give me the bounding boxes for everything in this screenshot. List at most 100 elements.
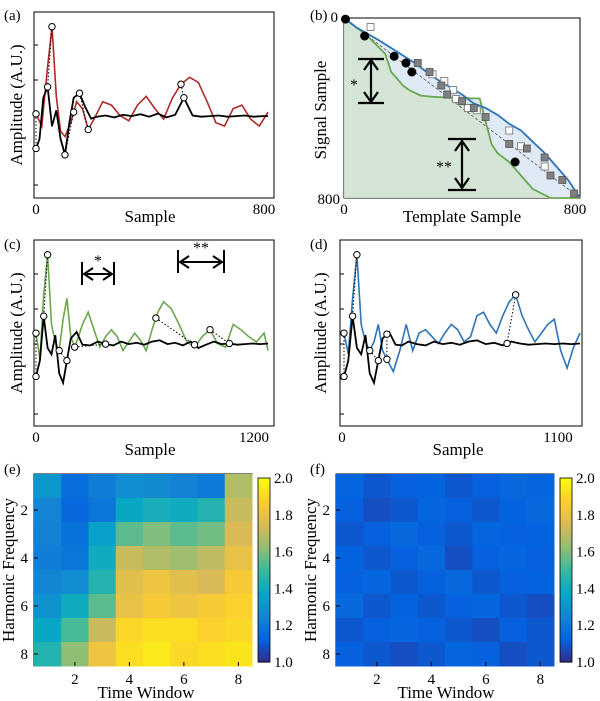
panel-c-ylabel: Amplitude (A.U.) <box>7 272 26 393</box>
panel-e-colorbar-tick: 1.0 <box>274 655 293 671</box>
panel-f-colorbar-segment <box>560 643 572 648</box>
panel-e-heat-cell <box>61 474 89 499</box>
panel-f-xtick-label: 8 <box>537 672 545 688</box>
panel-f-colorbar-segment <box>560 560 572 565</box>
panel-f-colorbar-segment <box>560 542 572 547</box>
panel-b-filled-circle <box>360 31 370 41</box>
panel-f-heat-cell <box>363 594 391 619</box>
panel-f-colorbar-segment <box>560 634 572 639</box>
panel-e-colorbar-segment <box>258 548 270 553</box>
panel-e-label: (e) <box>4 462 21 478</box>
panel-e-colorbar-segment <box>258 609 270 614</box>
panel-e-heat-cell <box>61 522 89 547</box>
panel-f-heat-cell <box>526 570 555 595</box>
panel-f-colorbar-segment <box>560 625 572 629</box>
panel-f-heat-cell <box>526 474 555 499</box>
panel-c-xlabel: Sample <box>125 440 176 459</box>
panel-c-template-match-point <box>190 341 199 349</box>
panel-f-heat-cell <box>499 594 528 619</box>
panel-f-colorbar-segment <box>560 508 572 513</box>
panel-f-colorbar-segment <box>560 554 572 559</box>
panel-f-colorbar-segment <box>560 658 572 663</box>
panel-f-xlabel: Time Window <box>397 683 495 701</box>
panel-e-colorbar-segment <box>258 646 270 651</box>
panel-f-heat-cell <box>363 546 391 571</box>
panel-e-heat-cell <box>61 546 89 571</box>
panel-f-heat-cell <box>526 546 555 571</box>
panel-f-heat-cell <box>336 522 364 547</box>
panel-d-template-match-point <box>348 312 357 320</box>
panel-f-colorbar-segment <box>560 517 572 522</box>
panel-e-colorbar-segment <box>258 511 270 516</box>
panel-e-ticks: 2 4 6 8 2 4 6 8 <box>21 503 243 688</box>
panel-c-signal-match-point <box>206 325 214 334</box>
panel-d-template-match-point <box>383 330 391 338</box>
panel-e-colorbar-tick: 1.8 <box>274 508 293 524</box>
panel-b-ylabel: Signal Sample <box>311 61 330 160</box>
panel-e-heat-cell <box>224 594 253 619</box>
panel-f-colorbar-segment <box>560 582 572 586</box>
panel-f: (f) Harmonic Frequency Time Window 2 4 6 82… <box>301 462 595 701</box>
panel-a-ylabel: Amplitude (A.U.) <box>7 44 26 165</box>
panel-e-heat-cell <box>115 498 144 523</box>
panel-a-match-line <box>47 26 53 87</box>
panel-e-xtick-label: 4 <box>126 672 134 688</box>
panel-e-colorbar-segment <box>258 557 270 562</box>
panel-f-colorbar-segment <box>560 585 572 589</box>
panel-e-heat-cell <box>143 522 171 547</box>
panel-f-heat-cell <box>336 594 364 619</box>
panel-d-template-match-point <box>340 372 348 381</box>
panel-e-heat-cell <box>143 570 171 595</box>
panel-e-heat-cell <box>143 474 171 499</box>
panel-e-heatmap <box>34 474 253 667</box>
panel-b-open-square <box>449 86 458 94</box>
panel-b-open-square <box>505 126 514 135</box>
panel-d-template-match-point <box>503 339 511 348</box>
panel-e-heat-cell <box>88 546 117 571</box>
panel-e-heat-cell <box>61 498 89 523</box>
panel-c-match-line <box>74 343 106 348</box>
panel-f-heat-cell <box>445 546 473 571</box>
panel-e-heat-cell <box>224 546 253 571</box>
panel-f-colorbar-segment <box>560 548 572 553</box>
panel-f-heat-cell <box>499 570 528 595</box>
panel-a-signal-match-point <box>32 110 40 118</box>
panel-a-signal-match-point <box>177 80 185 88</box>
panel-c-template-match-point <box>63 356 71 365</box>
panel-f-colorbar-segment <box>560 600 572 605</box>
panel-c-template-line <box>35 316 269 387</box>
panel-a-template-match-point <box>61 151 69 159</box>
panel-f-colorbar-segment <box>560 545 572 550</box>
panel-e-heat-cell <box>143 546 171 571</box>
panel-e-heat-cell <box>115 618 144 643</box>
panel-f-heat-cell <box>417 570 446 595</box>
panel-f-heat-cell <box>390 498 419 523</box>
panel-f-colorbar-segment <box>560 579 572 583</box>
panel-d-template-match-point <box>374 356 383 365</box>
panel-e-colorbar-segment <box>258 566 270 571</box>
panel-e-heat-cell <box>34 474 62 499</box>
panel-e-colorbar-segment <box>258 560 270 565</box>
panel-e-heat-cell <box>88 522 117 547</box>
panel-a-xlabel: Sample <box>125 207 176 226</box>
panel-b-ytick-0: 0 <box>331 10 339 26</box>
panel-b-open-square <box>540 162 549 171</box>
panel-e-heat-cell <box>88 594 117 619</box>
panel-e-colorbar-segment <box>258 505 270 510</box>
panel-f-heat-cell <box>526 498 555 523</box>
panel-f-colorbar-segment <box>560 588 572 593</box>
panel-e-heat-cell <box>197 546 226 571</box>
panel-c-signal-match-point <box>43 251 52 259</box>
panel-f-heat-cell <box>390 546 419 571</box>
panel-e-heat-cell <box>197 522 226 547</box>
panel-e-heat-cell <box>197 474 226 499</box>
panel-b-xtick-0: 0 <box>340 202 348 218</box>
panel-e-xtick-label: 8 <box>235 672 243 688</box>
panel-e-colorbar-segment <box>258 600 270 605</box>
panel-e-colorbar-segment <box>258 579 270 583</box>
panel-b-grey-square <box>469 104 478 112</box>
panel-f-heat-cell <box>390 642 419 667</box>
panel-e-heat-cell <box>197 570 226 595</box>
panel-f-ylabel: Harmonic Frequency <box>301 498 320 642</box>
